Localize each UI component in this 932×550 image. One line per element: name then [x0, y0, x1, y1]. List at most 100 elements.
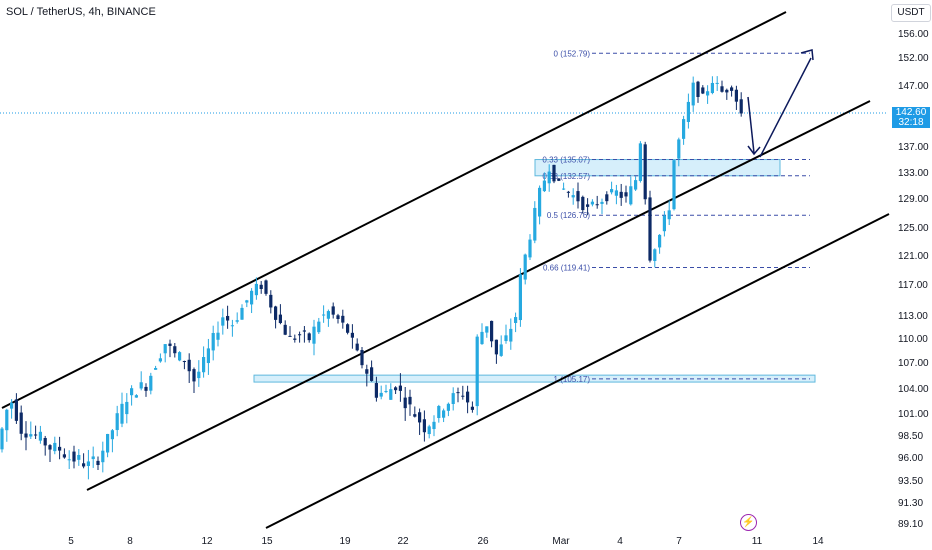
candle-body — [547, 171, 551, 184]
x-tick-label: 15 — [261, 536, 273, 547]
channel-lower-line — [265, 213, 890, 529]
candle-body — [442, 410, 446, 418]
candle-body — [379, 392, 383, 397]
candle-body — [480, 331, 484, 345]
projection-arrows — [747, 49, 814, 158]
candle-body — [427, 426, 431, 435]
candle-body — [283, 324, 287, 335]
candle-body — [581, 196, 585, 211]
candle-body — [245, 300, 249, 303]
candle-body — [538, 187, 542, 217]
candle-body — [230, 325, 234, 327]
candle-body — [432, 421, 436, 430]
candle-body — [125, 401, 129, 415]
candle-body — [691, 82, 695, 106]
candle-body — [365, 369, 369, 374]
candle-body — [672, 160, 676, 210]
candle-body — [370, 367, 374, 381]
candle-body — [240, 307, 244, 320]
candle-body — [77, 454, 81, 460]
channel-middle-line — [86, 100, 871, 491]
y-tick-label: 152.00 — [898, 53, 929, 64]
candle-body — [158, 358, 162, 362]
candle-body — [542, 180, 546, 192]
candle-body — [293, 338, 297, 340]
candle-body — [96, 460, 100, 466]
candle-body — [221, 317, 225, 326]
y-tick-label: 117.00 — [898, 280, 928, 291]
candle-body — [274, 306, 278, 320]
fib-retracement: 0 (152.79) 0.33 (135.07) 0.38 (132.57) 0.5 … — [542, 49, 810, 384]
candle-body — [720, 86, 724, 92]
candle-body — [677, 139, 681, 159]
candle-body — [149, 375, 153, 391]
candle-body — [557, 178, 561, 181]
candle-body — [187, 359, 191, 372]
candle-body — [490, 320, 494, 342]
y-tick-label: 125.00 — [898, 223, 929, 234]
candle-body — [154, 368, 158, 370]
candle-body — [331, 306, 335, 315]
x-tick-label: 8 — [127, 536, 133, 547]
candle-body — [730, 87, 734, 91]
y-tick-label: 89.10 — [898, 519, 923, 530]
candle-body — [408, 396, 412, 405]
candle-body — [355, 343, 359, 351]
candle-body — [29, 434, 33, 437]
candle-body — [360, 350, 364, 366]
candle-body — [499, 344, 503, 356]
candle-body — [235, 320, 239, 322]
candle-body — [566, 191, 570, 193]
candle-body — [206, 348, 210, 364]
candle-body — [643, 144, 647, 200]
fib-label: 0.38 (132.57) — [542, 172, 590, 181]
candle-body — [514, 317, 518, 323]
candle-body — [605, 194, 609, 202]
candle-body — [662, 215, 666, 232]
candle-body — [86, 461, 90, 466]
candle-body — [62, 454, 66, 458]
candle-body — [72, 451, 76, 462]
candle-body — [571, 195, 575, 198]
y-tick-label: 147.00 — [898, 81, 929, 92]
candle-body — [384, 391, 388, 393]
candle-body — [250, 290, 254, 305]
candle-body — [710, 82, 714, 94]
candle-body — [696, 81, 700, 97]
candle-body — [523, 254, 527, 280]
candle-body — [341, 315, 345, 323]
candle-body — [192, 369, 196, 382]
candle-body — [211, 332, 215, 351]
zones — [253, 159, 816, 383]
candle-body — [590, 201, 594, 205]
y-tick-label: 129.00 — [898, 194, 929, 205]
candle-body — [115, 413, 119, 431]
candle-body — [197, 371, 201, 379]
candle-body — [653, 249, 657, 261]
candle-body — [307, 333, 311, 341]
projection-arrow-up-head — [800, 49, 814, 61]
candle-body — [403, 397, 407, 409]
candle-body — [139, 382, 143, 389]
x-tick-label: 14 — [812, 536, 824, 547]
candle-body — [451, 393, 455, 405]
candle-body — [629, 186, 633, 205]
candle-body — [466, 391, 470, 403]
candle-body — [422, 419, 426, 433]
candle-body — [0, 428, 4, 450]
candle-body — [302, 330, 306, 332]
lightning-icon[interactable]: ⚡ — [740, 514, 757, 531]
candle-body — [67, 459, 71, 461]
candle-body — [134, 395, 138, 398]
candle-body — [254, 283, 258, 296]
currency-label[interactable]: USDT — [891, 4, 931, 22]
candle-body — [374, 383, 378, 398]
candle-body — [259, 284, 263, 289]
candle-body — [682, 119, 686, 139]
candle-body — [418, 412, 422, 423]
fib-label: 0.66 (119.41) — [543, 264, 590, 273]
x-axis: 5 8 12 15 19 22 26 Mar 4 7 11 14 — [68, 536, 824, 547]
candle-body — [130, 388, 134, 396]
candle-body — [336, 315, 340, 320]
